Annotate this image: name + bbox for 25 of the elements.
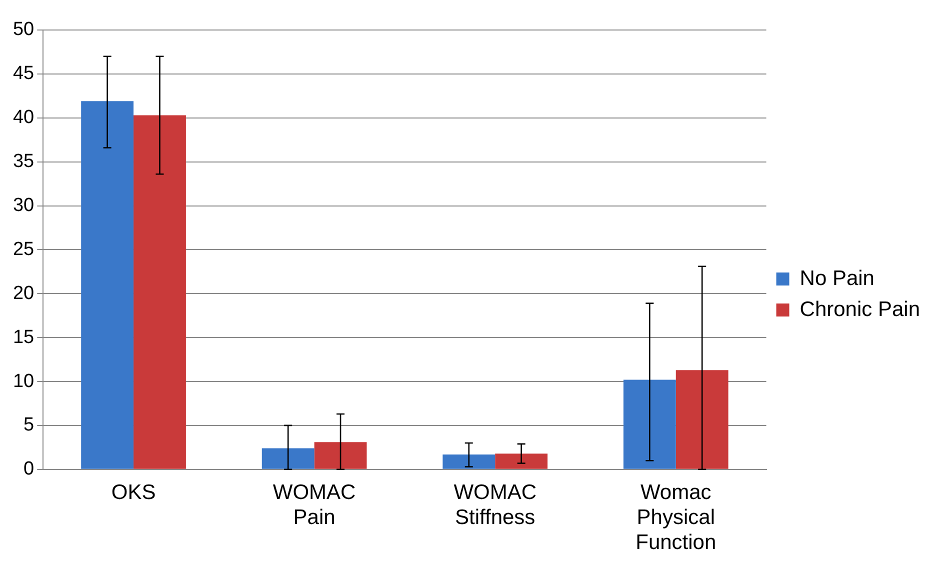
bar	[442, 454, 496, 469]
y-tick-label: 10	[12, 370, 34, 392]
bar	[676, 370, 728, 469]
legend-label: Chronic Pain	[800, 298, 920, 321]
x-tick-label: OKS	[111, 480, 156, 504]
y-tick-label: 40	[12, 107, 34, 128]
y-tick-label: 15	[12, 326, 34, 348]
bar	[495, 454, 548, 469]
x-tick-label: WOMAC Stiffness	[454, 480, 537, 529]
y-tick-label: 45	[12, 63, 34, 84]
y-tick-label: 0	[24, 458, 34, 480]
y-tick-label: 25	[12, 238, 34, 260]
legend-label: No Pain	[800, 266, 874, 290]
y-tick-label: 35	[12, 151, 34, 172]
y-tick-label: 50	[12, 19, 34, 40]
x-tick-label: WOMAC Pain	[272, 480, 356, 529]
y-tick-label: 5	[24, 414, 34, 436]
y-tick-label: 30	[12, 194, 34, 216]
x-tick-label: Womac Physical Function	[636, 480, 716, 554]
bar	[81, 101, 134, 469]
y-tick-label: 20	[12, 282, 34, 304]
bar	[623, 380, 676, 469]
bar	[314, 442, 367, 469]
bar	[262, 448, 314, 469]
bar	[134, 115, 186, 469]
